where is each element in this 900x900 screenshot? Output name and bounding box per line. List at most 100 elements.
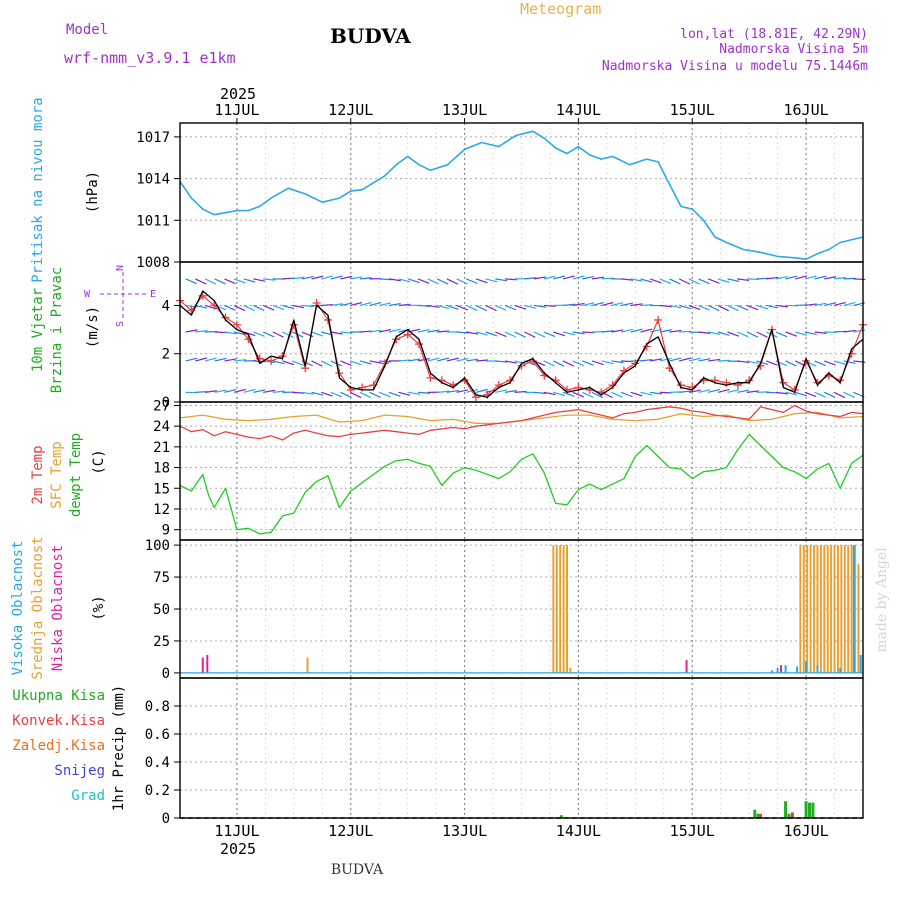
wind-arrow (524, 304, 537, 309)
wind-arrow (282, 331, 294, 338)
wind-arrow (320, 391, 333, 397)
temp-side-label-2: SFC Temp (49, 441, 65, 508)
y-tick-label: 15 (153, 481, 170, 497)
wind-arrow (417, 328, 430, 333)
wind-arrow (282, 277, 295, 280)
wind-arrow (640, 328, 653, 333)
wind-arrow (698, 278, 710, 285)
wind-arrow (340, 391, 352, 398)
wind-arrow (659, 278, 672, 285)
wind-arrow (562, 360, 575, 367)
pressure-side-label: Pritisak na nivou mora (30, 97, 46, 282)
y-tick-label: 24 (153, 419, 170, 435)
wind-arrow (533, 331, 546, 338)
wind-arrow (775, 391, 788, 395)
day-label-top: 15JUL (670, 101, 715, 119)
wind-arrow (311, 360, 323, 367)
wind-arrow (204, 390, 218, 393)
wind-arrow (379, 328, 392, 333)
precip-bar (811, 802, 815, 818)
wind-arrow (756, 331, 768, 338)
cloud-unit-label: (%) (91, 595, 107, 620)
wind-arrow (795, 275, 808, 280)
wind-arrow (766, 304, 779, 309)
wind-arrow (272, 390, 285, 393)
wind-arrow (785, 331, 798, 337)
wind-arrow (804, 303, 817, 307)
y-tick-label: 12 (153, 502, 170, 518)
precip-bar (759, 813, 763, 818)
wind-arrow (369, 360, 382, 364)
wind-arrow (543, 360, 555, 367)
y-tick-label: 2 (162, 347, 170, 363)
wind-arrow (233, 304, 246, 312)
wind-arrow (311, 391, 324, 396)
wind-arrow (736, 304, 749, 311)
wind-arrow (785, 360, 797, 367)
wind-arrow (495, 331, 507, 338)
wind-speed-line-red (179, 295, 864, 398)
wind-arrow (814, 360, 826, 367)
cloud-side-label-3: Niska Oblacnost (50, 545, 66, 671)
wind-arrow (388, 328, 401, 333)
wind-arrow (756, 360, 769, 365)
wind-arrow (804, 391, 817, 398)
day-label-top: 11JUL (214, 101, 259, 119)
wind-arrow (475, 359, 488, 362)
wind-arrow (253, 304, 265, 312)
wind-arrow (417, 304, 430, 307)
wind-arrow (611, 391, 623, 398)
wind-arrow (814, 275, 827, 280)
day-label-top: 12JUL (328, 101, 373, 119)
wind-arrow (417, 391, 430, 394)
wind-arrow (698, 304, 710, 311)
wind-arrow (224, 358, 237, 362)
day-label-bottom: 13JUL (442, 822, 487, 840)
wind-arrow (398, 303, 411, 307)
wind-arrow (611, 329, 624, 333)
wind-arrow (475, 388, 488, 393)
wind-arrow (398, 278, 411, 283)
compass-north: N (115, 265, 126, 271)
wind-arrow (814, 302, 827, 307)
wind-arrow (214, 389, 227, 393)
wind-arrow (630, 328, 643, 333)
wind-arrow (659, 357, 672, 362)
wind-arrow (824, 302, 837, 307)
wind-arrow (437, 278, 449, 285)
wind-arrow (669, 278, 681, 285)
wind-arrow (582, 302, 595, 307)
precip-unit-label: 1hr Precip (mm) (111, 685, 127, 811)
wind-arrow (688, 304, 701, 311)
wind-arrow (717, 304, 729, 312)
wind-arrow (814, 331, 827, 334)
pressure-unit-label: (hPa) (85, 171, 101, 213)
wind-arrow (446, 304, 459, 310)
wind-arrow (640, 391, 653, 396)
wind-arrow (301, 275, 314, 280)
wind-arrow (746, 331, 759, 338)
wind-arrow (737, 389, 750, 393)
y-tick-label: 50 (153, 602, 170, 618)
wind-arrow (485, 278, 498, 283)
wind-arrow (824, 391, 836, 399)
wind-arrow (707, 304, 720, 312)
wind-arrow (495, 304, 507, 311)
compass-rose: N E S W (84, 265, 156, 327)
wind-arrow (262, 389, 276, 393)
wind-arrow (466, 358, 479, 362)
wind-arrow (330, 391, 343, 398)
wind-arrow (640, 278, 653, 283)
wind-arrow (737, 360, 750, 364)
wind-arrow (679, 390, 692, 393)
wind-unit-label: (m/s) (85, 306, 101, 348)
wind-arrow (233, 388, 246, 393)
wind-arrow (591, 391, 604, 399)
temp-unit-label: (C) (91, 449, 107, 474)
wind-arrow (475, 278, 488, 284)
wind-arrow (621, 278, 634, 281)
wind-arrow (311, 275, 324, 280)
wind-arrow (659, 329, 672, 333)
precip-bar (804, 801, 808, 818)
